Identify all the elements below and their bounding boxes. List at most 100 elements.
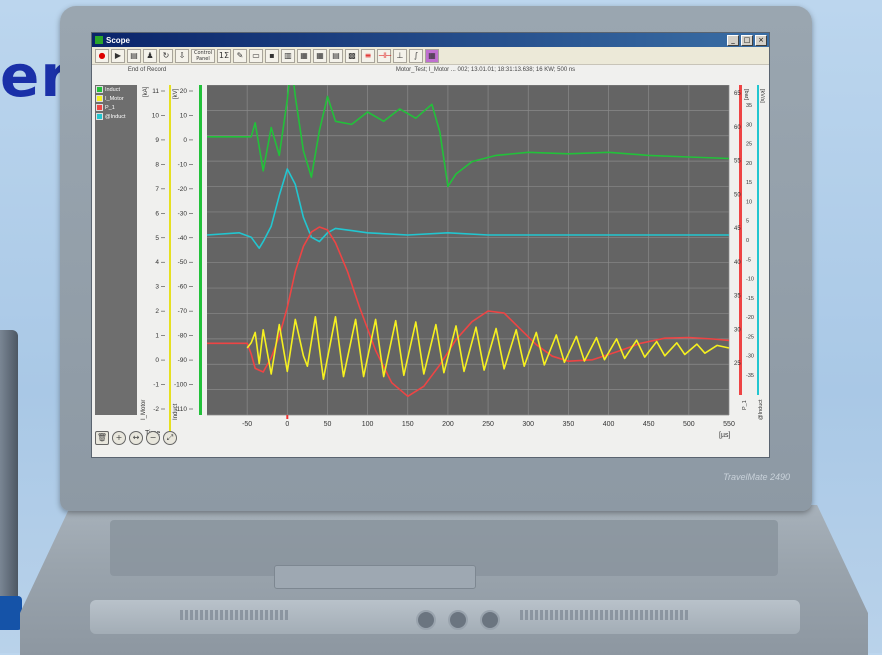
scope-app-icon [95, 36, 103, 44]
right-axis1-unit: [bar] [743, 89, 749, 100]
left-axis2-tick: -50 [178, 259, 188, 266]
right-axis1-tick: 60 [734, 125, 741, 131]
refresh-icon[interactable]: ↻ [159, 48, 173, 63]
legend-label: @Induct [105, 113, 126, 120]
right-axis2-tick: -30 [746, 354, 754, 360]
zoom-in-icon[interactable]: + [112, 431, 126, 445]
left-axis1-tick: 2 [155, 308, 159, 315]
trigger-icon[interactable]: ♟ [143, 48, 157, 63]
right-axis1-colorbar [739, 85, 742, 395]
legend-item[interactable]: P_1 [95, 103, 137, 112]
legend-swatch [96, 113, 103, 120]
close-button[interactable]: × [755, 34, 767, 46]
grid-icon[interactable]: ▦ [297, 48, 311, 63]
series-line-i_motor [246, 316, 730, 381]
right-axis2-tick: 15 [746, 180, 752, 186]
zoom-fit-icon[interactable]: ⤢ [163, 431, 177, 445]
right-axis2-name: @Induct [758, 399, 764, 420]
maximize-button[interactable]: □ [741, 34, 753, 46]
right-axis1-tick: 30 [734, 327, 741, 333]
plot-area: -50050100150200250300350400450500550Time… [137, 61, 767, 457]
legend-label: I_Motor [105, 95, 124, 102]
left-axis2-colorbar [199, 85, 202, 415]
color-icon[interactable]: ▦ [425, 48, 439, 63]
baseline-icon[interactable]: ⊥ [393, 48, 407, 63]
cursor-icon[interactable]: ≡ [361, 48, 375, 63]
marker-icon[interactable]: ⊣⊢ [377, 48, 392, 63]
zoom-x-icon[interactable]: ↔ [129, 431, 143, 445]
left-axis1-tick: 1 [155, 333, 159, 340]
side-device [0, 330, 22, 630]
right-axis2-tick: 5 [746, 219, 749, 225]
left-axis1-unit: [kA] [143, 86, 149, 97]
x-tick-label: 500 [683, 421, 695, 428]
columns-icon[interactable]: ▥ [281, 48, 295, 63]
x-tick-label: 200 [442, 421, 454, 428]
right-axis1-tick: 50 [734, 192, 741, 198]
download-icon[interactable]: ⇩ [175, 48, 189, 63]
x-tick-label: 550 [723, 421, 735, 428]
left-axis1-tick: 3 [155, 284, 159, 291]
table-icon[interactable]: ▤ [329, 48, 343, 63]
edit-icon[interactable]: ✎ [233, 48, 247, 63]
end-of-record: End of Record [127, 67, 167, 73]
left-axis2-tick: -80 [178, 333, 188, 340]
legend-item[interactable]: Induct [95, 85, 137, 94]
left-axis-panel [137, 85, 207, 457]
series-line-induct [207, 61, 730, 188]
x-tick-label: 0 [285, 421, 289, 428]
front-button-1[interactable] [416, 610, 436, 630]
play-icon[interactable]: ▶ [111, 48, 125, 63]
left-axis2-tick: 0 [183, 137, 187, 144]
zoom-out-icon[interactable]: − [146, 431, 160, 445]
save-icon[interactable]: ▪ [265, 48, 279, 63]
speaker-grille-right [520, 610, 690, 620]
laptop-brand: TravelMate 2490 [723, 472, 790, 482]
right-axis2-tick: -10 [746, 277, 754, 283]
trash-icon[interactable]: 🗑 [95, 431, 109, 445]
left-axis1-tick: 8 [155, 161, 159, 168]
left-axis1-tick: 11 [152, 88, 159, 95]
right-axis2-tick: 20 [746, 161, 752, 167]
x-tick-label: 300 [522, 421, 534, 428]
right-axis2-tick: 10 [746, 199, 752, 205]
right-axis2-tick: 0 [746, 238, 749, 244]
left-axis1-tick: 5 [155, 235, 159, 242]
print-icon[interactable]: ▩ [345, 48, 359, 63]
right-axis2-tick: -5 [746, 257, 751, 263]
headline-fragment: er [0, 42, 70, 110]
x-tick-label: -50 [242, 421, 252, 428]
legend-item[interactable]: @Induct [95, 112, 137, 121]
legend-label: Induct [105, 86, 120, 93]
right-axis2-tick: -25 [746, 334, 754, 340]
stop-icon[interactable]: ▤ [127, 48, 141, 63]
left-axis2-tick: -60 [178, 284, 188, 291]
right-axis2-unit: [kV/s] [759, 89, 765, 103]
zoom-controls: 🗑 + ↔ − ⤢ [95, 431, 177, 445]
left-axis2-tick: -30 [178, 210, 188, 217]
record-icon[interactable]: ● [95, 48, 109, 63]
toolbar: ● ▶ ▤ ♟ ↻ ⇩ Control Panel 1Σ ✎ ▭ ▪ ▥ ▦ ▦… [92, 47, 769, 65]
series-line-at-induct [206, 168, 729, 249]
info-bar: End of Record Motor_Test; I_Motor ... 00… [92, 65, 769, 75]
open-folder-icon[interactable]: ▭ [249, 48, 263, 63]
x-unit-label: [µs] [719, 432, 730, 439]
left-axis1-tick: 4 [155, 259, 159, 266]
x-tick-label: 100 [362, 421, 374, 428]
plot-background [207, 85, 729, 415]
left-axis2-name: Induct [173, 403, 179, 420]
right-axis2-tick: -35 [746, 373, 754, 379]
left-axis2-unit: [kV] [173, 88, 179, 99]
front-button-3[interactable] [480, 610, 500, 630]
grid-alt-icon[interactable]: ▦ [313, 48, 327, 63]
legend-item[interactable]: I_Motor [95, 94, 137, 103]
sum-icon[interactable]: 1Σ [217, 48, 231, 63]
minimize-button[interactable]: _ [727, 34, 739, 46]
front-button-2[interactable] [448, 610, 468, 630]
laptop-touchpad [274, 565, 476, 589]
right-axis1-tick: 25 [734, 361, 741, 367]
left-axis2-tick: 10 [180, 112, 188, 119]
integral-icon[interactable]: ∫ [409, 48, 423, 63]
left-axis2-tick: -90 [178, 357, 188, 364]
control-panel-button[interactable]: Control Panel [191, 48, 215, 63]
